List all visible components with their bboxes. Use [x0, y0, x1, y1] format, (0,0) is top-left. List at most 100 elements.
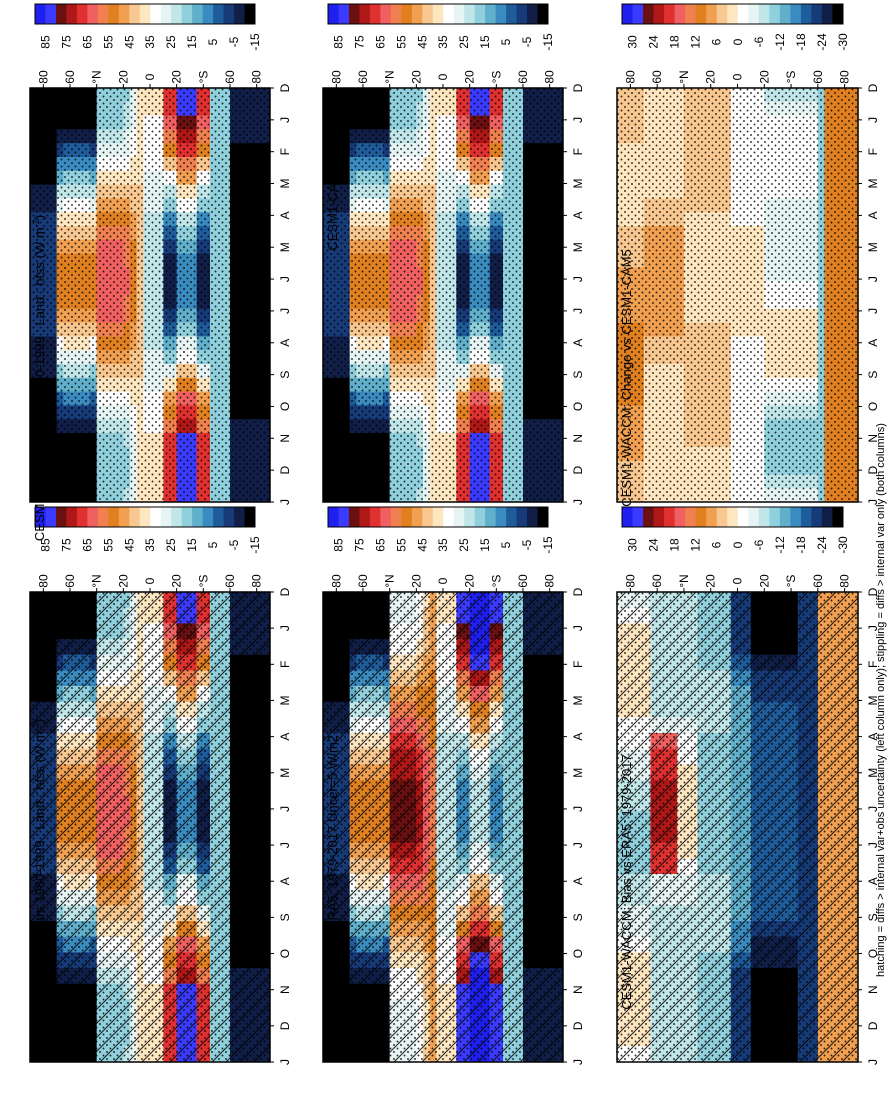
lat-label: °N	[383, 70, 397, 83]
lat-label: 20	[409, 70, 423, 84]
colorbar-swatch	[348, 4, 360, 24]
colorbar-swatch	[380, 507, 392, 527]
month-label: J	[571, 625, 585, 631]
colorbar-label: 55	[394, 35, 408, 49]
colorbar-swatch	[202, 4, 214, 24]
month-label: D	[278, 465, 292, 474]
lat-label: 20	[409, 574, 423, 588]
lat-label: 0	[143, 73, 157, 80]
colorbar-swatch	[485, 4, 497, 24]
colorbar-label: 45	[415, 538, 429, 552]
colorbar-2: 85 75 65 55 45 35 25 15 5 -5 -15	[34, 3, 262, 51]
colorbar-swatch	[527, 507, 538, 527]
colorbar-label: -5	[227, 539, 241, 550]
month-label: A	[278, 211, 292, 219]
colorbar-swatch	[369, 4, 381, 24]
lat-label: 80	[329, 70, 343, 84]
colorbar-swatch	[537, 4, 549, 24]
month-label: O	[571, 402, 585, 411]
colorbar-swatch	[338, 507, 350, 527]
colorbar-swatch	[348, 507, 360, 527]
colorbar-label: 85	[331, 538, 345, 552]
colorbar-label: 65	[80, 35, 94, 49]
month-label: J	[571, 308, 585, 314]
colorbar-label: 15	[185, 538, 199, 552]
colorbar-label: -15	[541, 33, 555, 51]
colorbar-label: 5	[499, 541, 513, 548]
colorbar-swatch	[328, 4, 339, 24]
colorbar-label: -15	[248, 536, 262, 554]
colorbar-swatch	[506, 507, 517, 527]
lat-label: °S	[196, 71, 210, 84]
month-label: N	[571, 985, 585, 994]
panel-title: CESM1-WACCM: Years 1980-1999 : Land : hf…	[31, 719, 47, 1045]
colorbar-label: 25	[164, 35, 178, 49]
colorbar-swatch	[411, 4, 423, 24]
lat-label: 60	[356, 574, 370, 588]
month-label: F	[571, 661, 585, 668]
colorbar-swatch	[35, 4, 46, 24]
colorbar-swatch	[359, 507, 371, 527]
colorbar-swatch	[516, 507, 528, 527]
colorbar-label: 25	[164, 538, 178, 552]
colorbar-swatch	[506, 4, 517, 24]
month-label: F	[278, 148, 292, 155]
colorbar-label: 45	[122, 538, 136, 552]
colorbar-label: 25	[457, 538, 471, 552]
month-label: J	[571, 842, 585, 848]
month-label: M	[278, 179, 292, 189]
colorbar-label: -5	[227, 36, 241, 47]
lat-label: 20	[463, 574, 477, 588]
colorbar-label: 25	[457, 35, 471, 49]
colorbar-swatch	[66, 4, 78, 24]
lat-label: °N	[90, 574, 104, 587]
colorbar-swatch	[97, 507, 109, 527]
colorbar-label: 85	[38, 538, 52, 552]
colorbar-swatch	[66, 507, 78, 527]
colorbar-swatch	[464, 507, 476, 527]
month-label: S	[571, 371, 585, 379]
colorbar-label: 35	[143, 538, 157, 552]
colorbar-swatch	[338, 4, 350, 24]
lat-label: 60	[516, 574, 530, 588]
colorbar-1: 85 75 65 55 45 35 25 15 5 -5 -15	[34, 506, 262, 554]
colorbar-swatch	[150, 507, 162, 527]
colorbar-swatch	[223, 4, 235, 24]
colorbar-frame	[34, 506, 256, 528]
colorbar-swatch	[474, 4, 486, 24]
lat-label: 60	[63, 70, 77, 84]
colorbar-label: 35	[436, 538, 450, 552]
month-label: D	[278, 83, 292, 92]
colorbar-swatch	[35, 507, 46, 527]
colorbar-swatch	[171, 507, 183, 527]
month-label: A	[571, 733, 585, 741]
lat-label: 20	[116, 70, 130, 84]
month-label: D	[278, 587, 292, 596]
lat-label: 20	[116, 574, 130, 588]
colorbar-label: 55	[101, 538, 115, 552]
lat-label: 80	[36, 70, 50, 84]
month-label: S	[571, 913, 585, 921]
lat-label: 60	[356, 70, 370, 84]
colorbar-label: 65	[373, 35, 387, 49]
colorbar-swatch	[537, 507, 549, 527]
lat-label: 60	[223, 70, 237, 84]
colorbar-label: -15	[541, 536, 555, 554]
lat-label: °S	[489, 575, 503, 588]
colorbar-swatch	[129, 4, 141, 24]
heatmap-cells	[323, 88, 563, 502]
colorbar-swatch	[108, 4, 120, 24]
colorbar-label: 55	[101, 35, 115, 49]
month-label: J	[571, 806, 585, 812]
colorbar-swatch	[171, 4, 183, 24]
colorbar-swatch	[150, 4, 162, 24]
month-label: F	[571, 148, 585, 155]
month-label: F	[278, 661, 292, 668]
month-label: N	[278, 434, 292, 443]
colorbar-label: 85	[331, 35, 345, 49]
lat-label: °S	[196, 575, 210, 588]
colorbar-swatch	[527, 4, 538, 24]
